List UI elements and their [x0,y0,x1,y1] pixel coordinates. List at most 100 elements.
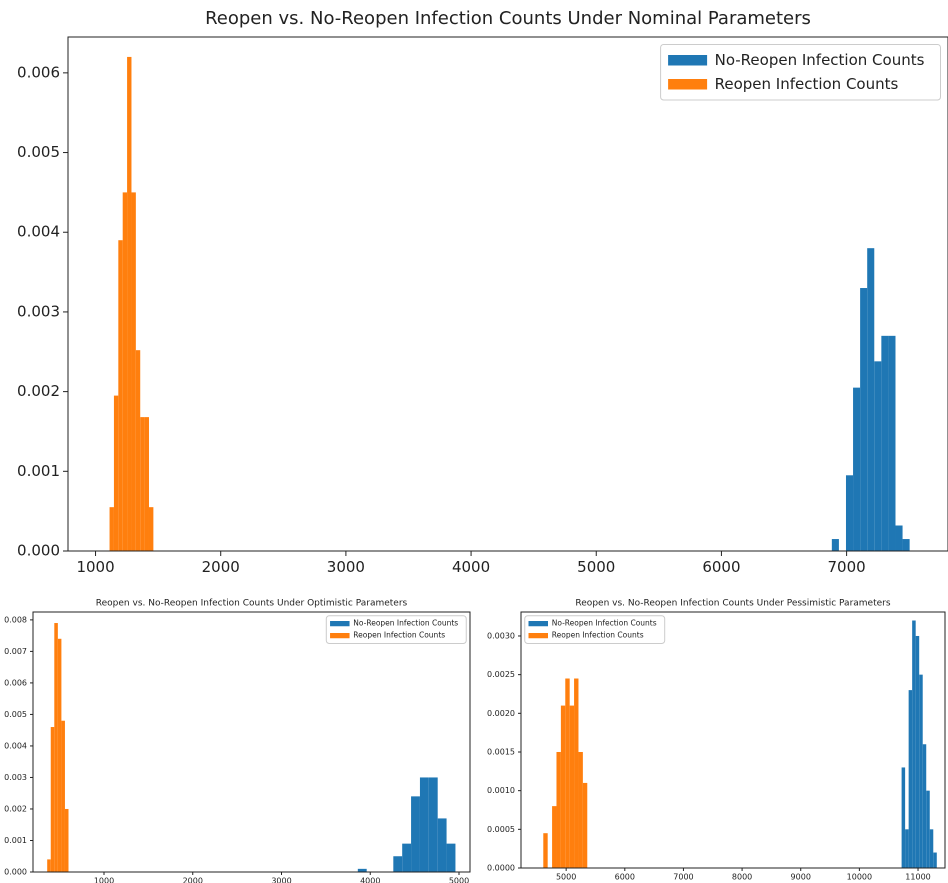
y-tick-label: 0.008 [4,615,27,624]
x-tick-label: 4000 [452,558,490,576]
histogram-bar [64,808,69,872]
x-tick-label: 2000 [183,877,203,883]
histogram-bar [135,350,141,551]
legend-label: Reopen Infection Counts [552,631,644,640]
y-tick-label: 0.000 [4,868,27,877]
x-tick-label: 1000 [76,558,114,576]
histogram-bar [915,635,920,868]
y-tick-label: 0.001 [4,836,27,845]
legend-label: Reopen Infection Counts [715,75,899,93]
histogram-bar [574,678,579,868]
histogram-bar [144,417,149,551]
x-tick-label: 6000 [615,873,635,882]
histogram-bar [47,859,51,872]
histogram-bar [908,690,913,868]
histogram-bar [393,856,403,872]
histogram-bar [560,705,566,868]
x-tick-label: 8000 [732,873,752,882]
histogram-bar [122,192,128,551]
histogram-bar [54,623,58,872]
legend-swatch [528,633,548,639]
y-tick-label: 0.0010 [487,786,515,795]
histogram-bar [57,638,62,872]
histogram-bar [853,387,861,551]
histogram-bar [556,751,561,868]
chart-title: Reopen vs. No-Reopen Infection Counts Un… [96,599,408,609]
histogram-bar [118,240,123,552]
y-tick-label: 0.0030 [487,631,515,640]
histogram-bar [929,829,934,868]
histogram-bar [437,818,447,872]
y-tick-label: 0.002 [17,382,60,400]
histogram-bar [148,507,154,551]
plot-frame [67,36,948,552]
histogram-bar [860,288,868,551]
histogram-bar [933,852,937,868]
histogram-bar [578,751,583,868]
histogram-bar [901,767,906,868]
y-tick-label: 0.004 [4,741,27,750]
histogram-bar [411,796,420,872]
x-tick-label: 5000 [449,877,469,883]
histogram-bar [919,674,923,868]
histogram-bar [50,727,55,872]
histogram-bar [402,843,412,872]
histogram-bar [446,843,456,872]
x-tick-label: 2000 [202,558,240,576]
y-tick-label: 0.0015 [487,747,515,756]
legend-label: Reopen Infection Counts [353,631,445,640]
histogram-bar [845,475,854,551]
legend-box [660,44,941,101]
histogram-bar [569,705,575,868]
histogram-bar [902,539,910,551]
histogram-bar [565,678,570,868]
y-tick-label: 0.0000 [487,864,515,873]
histogram-bar [922,744,927,868]
histogram-bar [127,56,132,551]
y-tick-label: 0.006 [4,678,27,687]
histogram-bar [61,720,65,872]
y-tick-label: 0.004 [17,223,60,241]
histogram-bar [131,192,136,551]
histogram-bar [881,335,889,551]
x-tick-label: 5000 [577,558,615,576]
y-tick-label: 0.000 [17,542,60,560]
legend-label: No-Reopen Infection Counts [715,51,925,69]
histogram-bar [831,539,839,551]
x-tick-label: 5000 [556,873,576,882]
chart-title: Reopen vs. No-Reopen Infection Counts Un… [575,599,890,609]
y-tick-label: 0.003 [17,302,60,320]
x-tick-label: 6000 [702,558,740,576]
y-tick-label: 0.005 [4,710,27,719]
histogram-bar [895,525,903,551]
histogram-bar [419,777,429,872]
chart-title: Reopen vs. No-Reopen Infection Counts Un… [205,8,811,29]
histogram-bar [926,790,930,868]
legend-swatch [528,621,548,627]
plot-frame [32,611,471,873]
y-tick-label: 0.001 [17,462,60,480]
x-tick-label: 7000 [673,873,693,882]
legend-swatch [668,55,708,66]
x-tick-label: 1000 [94,877,114,883]
x-tick-label: 4000 [360,877,380,883]
legend-label: No-Reopen Infection Counts [552,619,657,628]
x-tick-label: 10000 [847,873,872,882]
histogram-bar [428,777,438,872]
x-tick-label: 7000 [828,558,866,576]
histogram-bar [867,248,875,552]
histogram-bar [543,833,548,868]
histogram-bar [905,829,909,868]
y-tick-label: 0.0005 [487,825,515,834]
histogram-bar [109,507,114,551]
legend-box [325,615,467,644]
histogram-bar [113,395,119,551]
y-tick-label: 0.002 [4,804,27,813]
legend-swatch [330,633,350,639]
histogram-bar [874,361,882,551]
legend-swatch [668,79,708,90]
x-tick-label: 9000 [791,873,811,882]
histogram-bar [582,782,588,868]
y-tick-label: 0.006 [17,63,60,81]
